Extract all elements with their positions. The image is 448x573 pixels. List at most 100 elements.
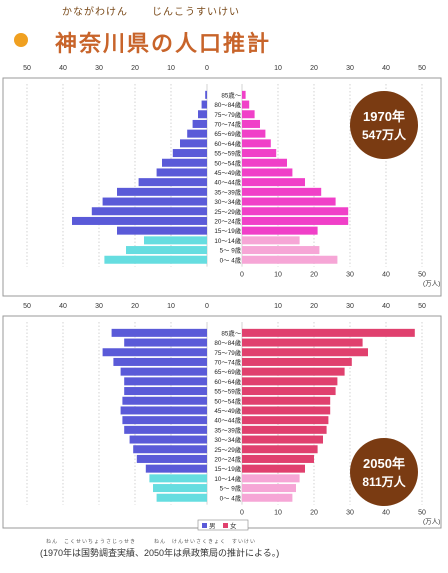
age-label: 55～59歳 bbox=[214, 387, 241, 396]
badge-population: 811万人 bbox=[362, 474, 406, 489]
pyramid-chart-2050: 50 40 30 20 10 0 10 20 30 40 500 10 20 30 40 50(万人)85歳～… bbox=[2, 303, 442, 531]
female-bar bbox=[242, 158, 287, 167]
age-label: 10～14歳 bbox=[214, 236, 241, 245]
male-bar bbox=[122, 396, 207, 405]
age-label: 30～34歳 bbox=[214, 435, 241, 444]
age-label: 40～44歳 bbox=[214, 416, 241, 425]
female-bar bbox=[242, 129, 266, 138]
footnote: (1970年は国勢調査実績、2050年は県政策局の推計による。) bbox=[40, 548, 280, 558]
axis-tick-bottom: 0 bbox=[240, 272, 244, 279]
badge-population: 547万人 bbox=[362, 127, 407, 142]
legend-female-swatch bbox=[223, 523, 228, 528]
female-bar bbox=[242, 387, 336, 396]
age-label: 60～64歳 bbox=[214, 377, 241, 386]
title-ruby: かながわけん じんこうすいけい bbox=[62, 3, 282, 18]
age-label: 70～74歳 bbox=[214, 357, 241, 366]
female-bar bbox=[242, 226, 318, 235]
male-bar bbox=[156, 493, 207, 502]
axis-tick-bottom: 30 bbox=[346, 272, 354, 279]
axis-tick-bottom: 50 bbox=[418, 272, 426, 279]
female-bar bbox=[242, 367, 345, 376]
female-bar bbox=[242, 149, 277, 158]
age-label: 25～29歳 bbox=[214, 445, 241, 454]
age-label: 70～74歳 bbox=[214, 119, 241, 128]
axis-tick-top: 10 bbox=[274, 65, 282, 72]
age-label: 40～44歳 bbox=[214, 178, 241, 187]
age-label: 55～59歳 bbox=[214, 149, 241, 158]
year-badge bbox=[350, 91, 418, 159]
male-bar bbox=[124, 338, 207, 347]
axis-tick-top: 40 bbox=[382, 65, 390, 72]
axis-tick-top: 10 bbox=[167, 65, 175, 72]
axis-tick-top: 20 bbox=[310, 303, 318, 310]
axis-tick-top: 30 bbox=[95, 65, 103, 72]
age-label: 65～69歳 bbox=[214, 367, 241, 376]
title-ruby-right: じんこうすいけい bbox=[152, 7, 240, 18]
male-bar bbox=[133, 445, 207, 454]
age-label: 15～19歳 bbox=[214, 464, 241, 473]
female-bar bbox=[242, 255, 338, 264]
male-bar bbox=[153, 484, 207, 493]
axis-tick-top: 10 bbox=[167, 303, 175, 310]
female-bar bbox=[242, 90, 246, 99]
male-bar bbox=[113, 357, 207, 366]
axis-tick-top: 20 bbox=[131, 65, 139, 72]
age-label: 15～19歳 bbox=[214, 226, 241, 235]
axis-tick-top: 20 bbox=[310, 65, 318, 72]
age-label: 35～39歳 bbox=[214, 425, 241, 434]
axis-tick-bottom: 40 bbox=[382, 272, 390, 279]
axis-tick-top: 0 bbox=[205, 65, 209, 72]
male-bar bbox=[126, 246, 207, 255]
female-bar bbox=[242, 110, 255, 119]
female-bar bbox=[242, 474, 300, 483]
male-bar bbox=[138, 178, 207, 187]
age-label: 80～84歳 bbox=[214, 338, 241, 347]
axis-tick-top: 40 bbox=[382, 303, 390, 310]
male-bar bbox=[120, 367, 207, 376]
male-bar bbox=[145, 464, 207, 473]
axis-tick-bottom: 10 bbox=[274, 510, 282, 517]
age-label: 20～24歳 bbox=[214, 454, 241, 463]
age-label: 45～49歳 bbox=[214, 168, 241, 177]
age-label: 5～ 9歳 bbox=[220, 484, 242, 493]
female-bar bbox=[242, 338, 363, 347]
female-bar bbox=[242, 246, 320, 255]
age-label: 60～64歳 bbox=[214, 139, 241, 148]
male-bar bbox=[124, 425, 207, 434]
male-bar bbox=[205, 90, 207, 99]
age-label: 85歳～ bbox=[221, 90, 241, 99]
title-ruby-left: かながわけん bbox=[62, 7, 128, 18]
male-bar bbox=[201, 100, 207, 109]
female-bar bbox=[242, 464, 305, 473]
female-bar bbox=[242, 484, 296, 493]
male-bar bbox=[124, 387, 207, 396]
female-bar bbox=[242, 178, 305, 187]
female-bar bbox=[242, 216, 349, 225]
axis-tick-bottom: 50 bbox=[418, 510, 426, 517]
axis-unit-label: (万人) bbox=[423, 518, 440, 526]
male-bar bbox=[144, 236, 207, 245]
age-label: 35～39歳 bbox=[214, 187, 241, 196]
title-bullet-icon bbox=[14, 33, 28, 47]
axis-tick-bottom: 20 bbox=[310, 272, 318, 279]
axis-tick-top: 10 bbox=[274, 303, 282, 310]
legend-female-label: 女 bbox=[230, 521, 237, 530]
age-label: 75～79歳 bbox=[214, 110, 241, 119]
female-bar bbox=[242, 100, 250, 109]
age-label: 50～54歳 bbox=[214, 396, 241, 405]
axis-unit-label: (万人) bbox=[423, 280, 440, 288]
year-badge bbox=[350, 438, 418, 506]
age-label: 0～ 4歳 bbox=[220, 493, 242, 502]
male-bar bbox=[198, 110, 207, 119]
footnote-ruby: ねん こくせいちょうさじっせき ねん けんせいさくきょく すいけい bbox=[46, 539, 257, 545]
female-bar bbox=[242, 416, 329, 425]
badge-year: 2050年 bbox=[363, 456, 405, 471]
male-bar bbox=[149, 474, 207, 483]
male-bar bbox=[122, 416, 207, 425]
axis-tick-top: 40 bbox=[59, 303, 67, 310]
axis-tick-top: 30 bbox=[95, 303, 103, 310]
male-bar bbox=[120, 406, 207, 415]
female-bar bbox=[242, 328, 415, 337]
pyramid-chart-1970: 50 40 30 20 10 0 10 20 30 40 500 10 20 30 40 50(万人)85歳～… bbox=[2, 65, 442, 297]
male-bar bbox=[72, 216, 207, 225]
